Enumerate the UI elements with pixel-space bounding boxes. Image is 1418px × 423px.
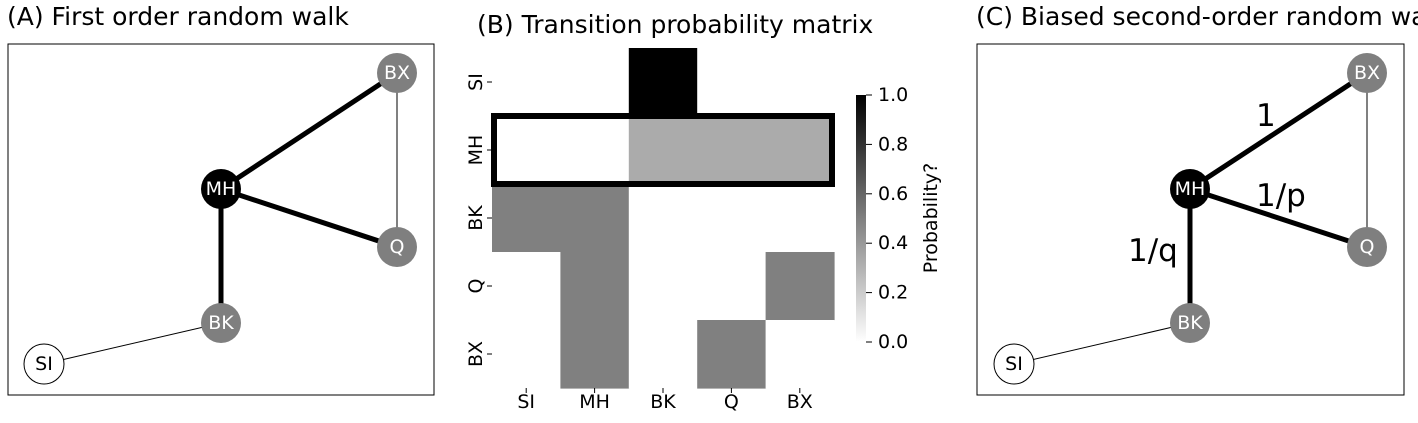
colorbar-tick-label: 0.0 [878, 331, 908, 353]
node-bk-label: BK [208, 312, 234, 334]
colorbar-tick-label: 0.4 [878, 232, 908, 254]
x-tick-label-si: SI [517, 391, 535, 413]
panel-a-edges [43, 70, 399, 365]
panel-b: (B) Transition probability matrix SI MH BK… [465, 10, 942, 413]
node-q-label: Q [390, 236, 405, 258]
node-q-circle [377, 227, 417, 267]
y-tick-label-bk: BK [465, 205, 487, 231]
panel-c-edges [1013, 70, 1369, 365]
node-si-circle [23, 343, 65, 385]
y-tick-label-si: SI [465, 73, 487, 91]
node-si-label: SI [35, 353, 53, 375]
colorbar-ticks: 0.0 0.2 0.4 0.6 0.8 1.0 [866, 84, 908, 353]
panel-a-title: (A) First order random walk [7, 2, 349, 31]
node-mh: MH [201, 169, 241, 209]
node-bx: BX [1347, 53, 1387, 93]
heatmap-cell-mh-mh [560, 116, 630, 185]
heatmap-cell-mh-bk [628, 116, 698, 185]
edge-mh-q [220, 186, 398, 250]
heatmap-cell-si-bk [628, 48, 698, 117]
node-mh-label: MH [206, 178, 237, 200]
node-bx: BX [377, 53, 417, 93]
heatmap-cell-mh-q [697, 116, 767, 185]
node-bx-label: BX [1354, 62, 1380, 84]
node-bk: BK [1170, 303, 1210, 343]
colorbar [856, 95, 866, 342]
node-si-circle [993, 343, 1035, 385]
panel-a: (A) First order random walk BX MH Q BK S [7, 2, 435, 396]
colorbar-tick-label: 1.0 [878, 84, 908, 106]
edge-mh-bx [1188, 70, 1369, 192]
node-bx-label: BX [384, 62, 410, 84]
colorbar-tick-label: 0.6 [878, 183, 908, 205]
y-tick-label-q: Q [465, 279, 487, 294]
node-q-label: Q [1360, 236, 1375, 258]
heatmap-cell-bk-si [492, 184, 561, 253]
node-q: Q [1347, 227, 1387, 267]
heatmap-cell-bx-mh [560, 320, 630, 389]
panel-b-title: (B) Transition probability matrix [477, 10, 873, 39]
colorbar-tick-label: 0.2 [878, 282, 908, 304]
heatmap-cell-bx-bk [628, 320, 698, 389]
node-mh-label: MH [1175, 178, 1206, 200]
heatmap-cell-si-q [697, 48, 767, 117]
edge-label-mh-q: 1/p [1256, 178, 1306, 214]
edge-label-mh-bx: 1 [1256, 98, 1276, 134]
panel-c-title: (C) Biased second-order random walk [976, 2, 1418, 31]
node-q: Q [377, 227, 417, 267]
edge-mh-bx [219, 70, 399, 192]
edge-mh-q [1189, 186, 1368, 250]
edge-label-mh-bk: 1/q [1128, 233, 1178, 269]
heatmap-cell-si-mh [560, 48, 630, 117]
panel-a-frame [7, 43, 435, 396]
highlight-row-box [491, 113, 835, 187]
node-mh-circle [201, 169, 241, 209]
heatmap-cell-mh-si [492, 116, 561, 185]
edge-bk-si [1013, 322, 1191, 365]
colorbar-label: Probability? [920, 163, 942, 274]
node-bx-circle [1347, 53, 1387, 93]
x-tick-label-bx: BX [787, 391, 813, 413]
node-si: SI [23, 343, 65, 385]
heatmap-cells [492, 48, 835, 389]
heatmap-cell-bx-bx [765, 320, 835, 389]
x-tick-label-mh: MH [579, 391, 610, 413]
heatmap-cell-si-si [492, 48, 561, 117]
heatmap-cell-q-si [492, 252, 561, 321]
heatmap-cell-bk-q [697, 184, 767, 253]
x-tick-label-q: Q [724, 391, 739, 413]
y-tick-label-bx: BX [465, 341, 487, 367]
node-bk-circle [1170, 303, 1210, 343]
heatmap-cell-q-q [697, 252, 767, 321]
node-mh-circle [1170, 169, 1210, 209]
heatmap-cell-bx-q [697, 320, 767, 389]
y-tick-label-mh: MH [465, 135, 487, 166]
panel-c: (C) Biased second-order random walk 1 1/… [976, 2, 1418, 396]
node-mh: MH [1170, 169, 1210, 209]
node-bk: BK [201, 303, 241, 343]
heatmap-cell-bx-si [492, 320, 561, 389]
node-si-label: SI [1005, 353, 1023, 375]
x-tick-label-bk: BK [650, 391, 676, 413]
node-bk-circle [201, 303, 241, 343]
heatmap-cell-bk-bk [628, 184, 698, 253]
heatmap-cell-q-bx [765, 252, 835, 321]
heatmap-cell-si-bx [765, 48, 835, 117]
edge-bk-si [43, 322, 222, 365]
heatmap-cell-bk-mh [560, 184, 630, 253]
panel-c-frame [976, 43, 1405, 396]
node-q-circle [1347, 227, 1387, 267]
node-si: SI [993, 343, 1035, 385]
heatmap-cell-q-mh [560, 252, 630, 321]
node-bx-circle [377, 53, 417, 93]
heatmap-axes: SI MH BK Q BX SI MH BK Q BX [465, 73, 813, 413]
heatmap-cell-bk-bx [765, 184, 835, 253]
node-bk-label: BK [1177, 312, 1203, 334]
colorbar-tick-label: 0.8 [878, 133, 908, 155]
heatmap-cell-mh-bx [765, 116, 835, 185]
heatmap-cell-q-bk [628, 252, 698, 321]
